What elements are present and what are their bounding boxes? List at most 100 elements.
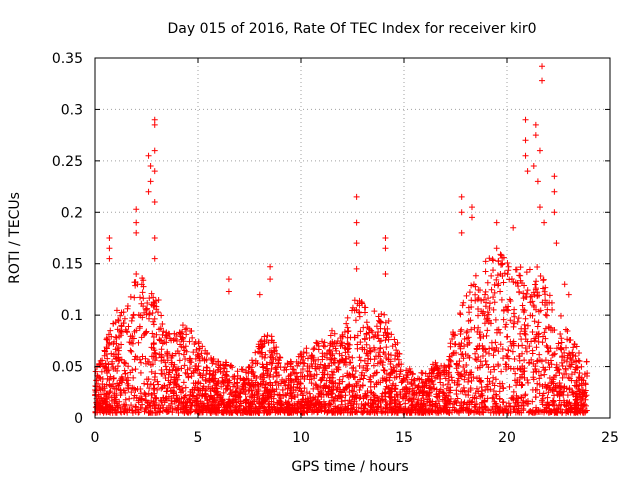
data-point — [545, 389, 552, 396]
data-point — [325, 383, 332, 390]
data-point — [133, 229, 140, 236]
data-point — [377, 344, 384, 351]
data-point — [480, 333, 487, 340]
data-point — [481, 404, 488, 411]
data-point — [490, 387, 497, 394]
y-tick-label: 0.2 — [61, 205, 83, 221]
data-point — [472, 272, 479, 279]
data-point — [117, 332, 124, 339]
data-point — [225, 288, 232, 295]
data-point — [519, 350, 526, 357]
data-point — [448, 374, 455, 381]
data-point — [420, 401, 427, 408]
data-point — [344, 383, 351, 390]
data-point — [411, 390, 418, 397]
data-point — [130, 374, 137, 381]
data-point — [275, 360, 282, 367]
data-point — [403, 367, 410, 374]
data-point — [196, 354, 203, 361]
data-point — [554, 365, 561, 372]
data-point — [457, 388, 464, 395]
data-point — [499, 399, 506, 406]
data-point — [475, 286, 482, 293]
data-point — [133, 403, 140, 410]
data-point — [532, 132, 539, 139]
data-point — [118, 328, 125, 335]
data-point — [434, 365, 441, 372]
data-point — [573, 390, 580, 397]
data-point — [567, 355, 574, 362]
data-point — [557, 312, 564, 319]
data-point — [242, 409, 249, 416]
data-point — [128, 348, 135, 355]
data-point — [251, 392, 258, 399]
data-point — [524, 400, 531, 407]
data-point — [461, 343, 468, 350]
data-point — [544, 383, 551, 390]
data-point — [298, 403, 305, 410]
data-point — [329, 380, 336, 387]
data-point — [520, 295, 527, 302]
data-point — [361, 335, 368, 342]
data-point — [465, 392, 472, 399]
data-point — [277, 380, 284, 387]
data-point — [202, 347, 209, 354]
data-point — [455, 375, 462, 382]
data-point — [176, 398, 183, 405]
data-point — [563, 408, 570, 415]
data-point — [489, 345, 496, 352]
data-point — [281, 364, 288, 371]
data-point — [162, 395, 169, 402]
data-point — [349, 406, 356, 413]
data-point — [335, 392, 342, 399]
data-point — [123, 328, 130, 335]
data-point — [353, 265, 360, 272]
data-point — [558, 335, 565, 342]
data-point — [381, 311, 388, 318]
data-point — [149, 361, 156, 368]
y-tick-label: 0.05 — [52, 360, 83, 376]
data-point — [357, 339, 364, 346]
data-point — [347, 334, 354, 341]
data-point — [261, 398, 268, 405]
data-point — [135, 339, 142, 346]
data-point — [344, 340, 351, 347]
data-point — [522, 116, 529, 123]
data-point — [140, 295, 147, 302]
data-point — [382, 245, 389, 252]
data-point — [277, 354, 284, 361]
data-point — [495, 362, 502, 369]
data-point — [101, 347, 108, 354]
data-point — [166, 369, 173, 376]
data-point — [374, 403, 381, 410]
data-point — [236, 403, 243, 410]
data-point — [182, 369, 189, 376]
data-point — [144, 381, 151, 388]
data-point — [146, 409, 153, 416]
data-point — [220, 400, 227, 407]
data-point — [342, 397, 349, 404]
data-point — [534, 263, 541, 270]
data-point — [559, 353, 566, 360]
data-point — [436, 369, 443, 376]
data-point — [474, 364, 481, 371]
data-point — [414, 399, 421, 406]
data-point — [268, 349, 275, 356]
data-point — [158, 346, 165, 353]
data-point — [290, 366, 297, 373]
data-point — [552, 383, 559, 390]
data-point — [173, 366, 180, 373]
data-point — [417, 405, 424, 412]
data-point — [491, 299, 498, 306]
data-point — [113, 392, 120, 399]
data-point — [484, 309, 491, 316]
data-point — [214, 391, 221, 398]
y-axis-label: ROTI / TECUs — [7, 192, 23, 284]
data-point — [352, 409, 359, 416]
data-point — [468, 326, 475, 333]
data-point — [292, 394, 299, 401]
data-point — [264, 332, 271, 339]
data-point — [583, 392, 590, 399]
data-point — [118, 323, 125, 330]
data-point — [287, 363, 294, 370]
